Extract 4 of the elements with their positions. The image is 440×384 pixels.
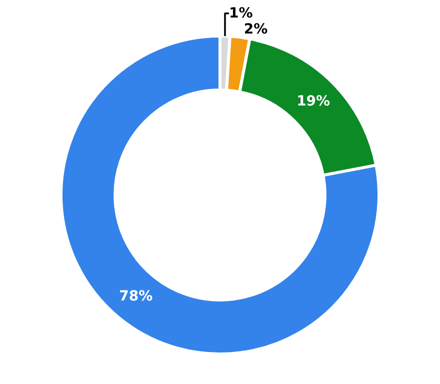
data-label: 1% xyxy=(228,5,253,22)
data-label: 19% xyxy=(296,94,330,110)
data-label: 2% xyxy=(244,21,268,38)
data-label: 78% xyxy=(119,288,153,305)
